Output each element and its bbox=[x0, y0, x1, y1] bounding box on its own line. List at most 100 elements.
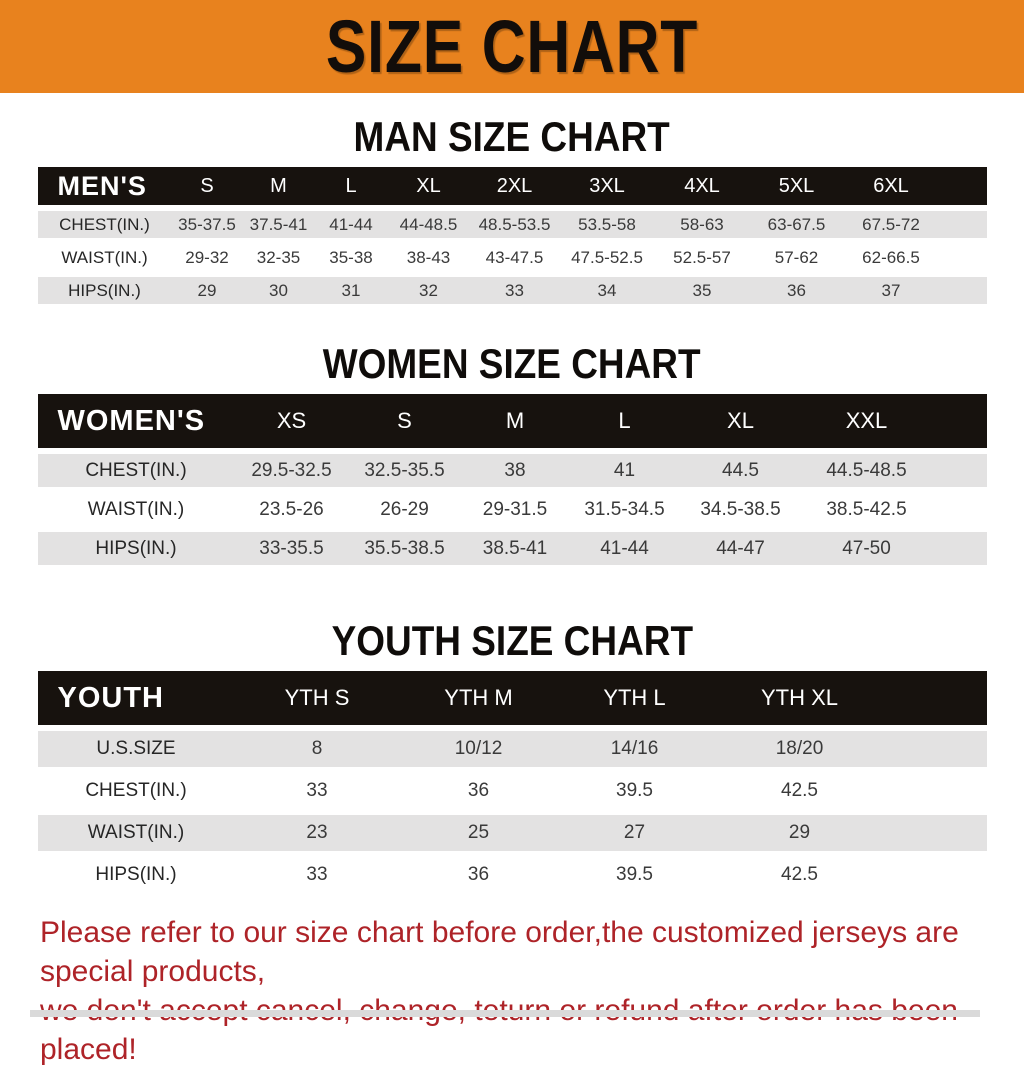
bottom-edge-strip bbox=[30, 1010, 980, 1017]
size-column-header: 2XL bbox=[469, 167, 560, 205]
measurement-value: 29 bbox=[171, 277, 243, 304]
measurement-value: 36 bbox=[399, 773, 558, 809]
measurement-value: 23.5-26 bbox=[234, 493, 349, 526]
measurement-value: 44.5 bbox=[679, 454, 802, 487]
size-table-header-row: WOMEN'S XS S M L XL XXL bbox=[37, 394, 987, 448]
mens-size-table: MEN'S S M L XL 2XL 3XL 4XL 5XL 6XL CHEST(IN.) 35-37… bbox=[37, 161, 987, 310]
table-group-label: YOUTH bbox=[37, 671, 235, 725]
row-filler-cell bbox=[887, 815, 987, 851]
measurement-row: CHEST(IN.) 29.5-32.5 32.5-35.5 38 41 44.5 44.5… bbox=[37, 454, 987, 487]
row-filler-cell bbox=[887, 857, 987, 893]
size-column-header: YTH M bbox=[399, 671, 558, 725]
measurement-label: CHEST(IN.) bbox=[37, 454, 235, 487]
measurement-value: 38-43 bbox=[387, 244, 470, 271]
row-filler-cell bbox=[938, 277, 987, 304]
measurement-value: 37.5-41 bbox=[242, 211, 315, 238]
measurement-value: 14/16 bbox=[557, 731, 712, 767]
measurement-label: WAIST(IN.) bbox=[37, 493, 235, 526]
measurement-value: 47.5-52.5 bbox=[559, 244, 655, 271]
measurement-row: WAIST(IN.) 23.5-26 26-29 29-31.5 31.5-34.5 34… bbox=[37, 493, 987, 526]
measurement-value: 34.5-38.5 bbox=[679, 493, 802, 526]
footer-disclaimer-line2: we don't accept cancel, change, teturn o… bbox=[40, 994, 958, 1066]
row-filler-cell bbox=[938, 244, 987, 271]
measurement-label: U.S.SIZE bbox=[37, 731, 235, 767]
measurement-value: 44.5-48.5 bbox=[801, 454, 932, 487]
measurement-value: 23 bbox=[234, 815, 400, 851]
size-column-header: YTH XL bbox=[711, 671, 888, 725]
measurement-value: 38.5-42.5 bbox=[801, 493, 932, 526]
size-column-header: XXL bbox=[801, 394, 932, 448]
measurement-value: 38 bbox=[460, 454, 570, 487]
size-column-header: YTH L bbox=[557, 671, 712, 725]
womens-size-table: WOMEN'S XS S M L XL XXL CHEST(IN.) 29.5-32.5 32.5… bbox=[37, 388, 987, 571]
measurement-label: HIPS(IN.) bbox=[37, 532, 235, 565]
measurement-value: 29 bbox=[711, 815, 888, 851]
measurement-value: 41-44 bbox=[569, 532, 680, 565]
measurement-label: HIPS(IN.) bbox=[37, 857, 235, 893]
measurement-value: 38.5-41 bbox=[460, 532, 570, 565]
measurement-value: 42.5 bbox=[711, 773, 888, 809]
measurement-value: 32 bbox=[387, 277, 470, 304]
measurement-row: HIPS(IN.) 29 30 31 32 33 34 35 36 37 bbox=[37, 277, 987, 304]
measurement-value: 48.5-53.5 bbox=[469, 211, 560, 238]
footer-disclaimer-line1: Please refer to our size chart before or… bbox=[40, 916, 959, 988]
measurement-value: 35-38 bbox=[314, 244, 388, 271]
measurement-label: CHEST(IN.) bbox=[37, 211, 172, 238]
measurement-value: 63-67.5 bbox=[749, 211, 844, 238]
measurement-value: 25 bbox=[399, 815, 558, 851]
row-filler-cell bbox=[887, 731, 987, 767]
measurement-value: 10/12 bbox=[399, 731, 558, 767]
size-column-header: M bbox=[242, 167, 315, 205]
measurement-label: CHEST(IN.) bbox=[37, 773, 235, 809]
measurement-value: 32-35 bbox=[242, 244, 315, 271]
measurement-row: HIPS(IN.) 33 36 39.5 42.5 bbox=[37, 857, 987, 893]
footer-disclaimer: Please refer to our size chart before or… bbox=[40, 913, 1024, 1069]
measurement-value: 33 bbox=[469, 277, 560, 304]
women-section-title: WOMEN SIZE CHART bbox=[323, 340, 701, 387]
measurement-value: 47-50 bbox=[801, 532, 932, 565]
measurement-value: 39.5 bbox=[557, 857, 712, 893]
measurement-value: 58-63 bbox=[654, 211, 750, 238]
size-column-header: M bbox=[460, 394, 570, 448]
size-column-header: L bbox=[569, 394, 680, 448]
measurement-value: 31.5-34.5 bbox=[569, 493, 680, 526]
table-group-label: MEN'S bbox=[37, 167, 172, 205]
size-chart-banner: SIZE CHART bbox=[0, 0, 1024, 93]
measurement-value: 29-31.5 bbox=[460, 493, 570, 526]
measurement-value: 31 bbox=[314, 277, 388, 304]
size-column-header: 6XL bbox=[843, 167, 939, 205]
header-filler-cell bbox=[938, 167, 987, 205]
measurement-row: HIPS(IN.) 33-35.5 35.5-38.5 38.5-41 41-44 44-… bbox=[37, 532, 987, 565]
size-column-header: YTH S bbox=[234, 671, 400, 725]
measurement-value: 29.5-32.5 bbox=[234, 454, 349, 487]
size-column-header: S bbox=[171, 167, 243, 205]
measurement-label: WAIST(IN.) bbox=[37, 815, 235, 851]
measurement-value: 67.5-72 bbox=[843, 211, 939, 238]
measurement-value: 42.5 bbox=[711, 857, 888, 893]
measurement-value: 27 bbox=[557, 815, 712, 851]
measurement-value: 32.5-35.5 bbox=[348, 454, 461, 487]
youth-size-table: YOUTH YTH S YTH M YTH L YTH XL U.S.SIZE 8 10/12… bbox=[37, 665, 987, 899]
measurement-row: WAIST(IN.) 29-32 32-35 35-38 38-43 43-47.5 47.… bbox=[37, 244, 987, 271]
measurement-value: 43-47.5 bbox=[469, 244, 560, 271]
size-column-header: XL bbox=[387, 167, 470, 205]
measurement-row: WAIST(IN.) 23 25 27 29 bbox=[37, 815, 987, 851]
measurement-value: 57-62 bbox=[749, 244, 844, 271]
header-filler-cell bbox=[931, 394, 987, 448]
row-filler-cell bbox=[938, 211, 987, 238]
measurement-value: 44-48.5 bbox=[387, 211, 470, 238]
size-column-header: 5XL bbox=[749, 167, 844, 205]
measurement-value: 41-44 bbox=[314, 211, 388, 238]
measurement-row: U.S.SIZE 8 10/12 14/16 18/20 bbox=[37, 731, 987, 767]
size-column-header: S bbox=[348, 394, 461, 448]
measurement-value: 33 bbox=[234, 857, 400, 893]
measurement-value: 53.5-58 bbox=[559, 211, 655, 238]
measurement-value: 41 bbox=[569, 454, 680, 487]
row-filler-cell bbox=[931, 532, 987, 565]
row-filler-cell bbox=[931, 454, 987, 487]
measurement-value: 37 bbox=[843, 277, 939, 304]
table-group-label: WOMEN'S bbox=[37, 394, 235, 448]
measurement-value: 62-66.5 bbox=[843, 244, 939, 271]
measurement-value: 26-29 bbox=[348, 493, 461, 526]
size-column-header: XL bbox=[679, 394, 802, 448]
